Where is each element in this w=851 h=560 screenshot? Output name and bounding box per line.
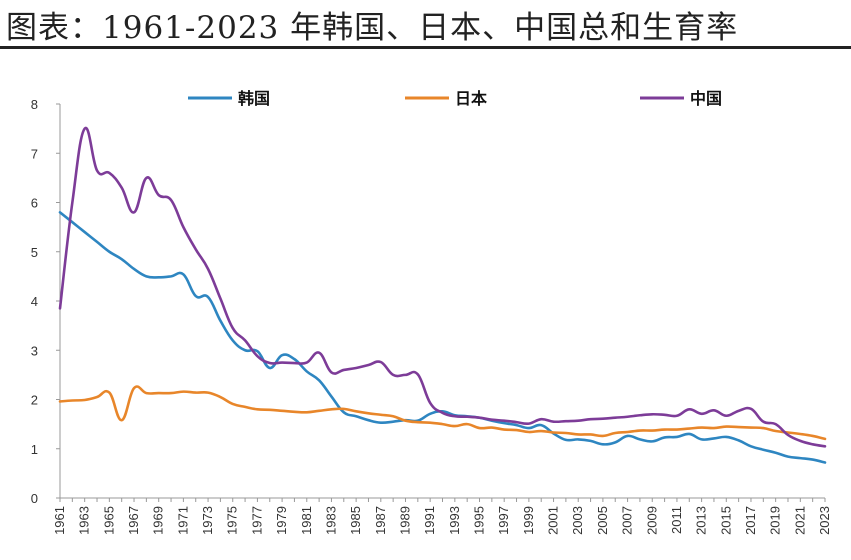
x-tick-label: 1969	[151, 506, 166, 535]
x-tick-label: 1965	[101, 506, 116, 535]
x-tick-label: 2015	[718, 506, 733, 535]
x-tick-label: 2023	[817, 506, 832, 535]
legend-label-0: 韩国	[238, 89, 270, 108]
y-tick-label: 0	[31, 491, 38, 506]
x-tick-label: 1977	[249, 506, 264, 535]
x-tick-label: 1983	[323, 506, 338, 535]
x-tick-label: 2001	[546, 506, 561, 535]
title-underline	[0, 46, 851, 49]
legend-label-2: 中国	[690, 89, 722, 108]
y-tick-label: 7	[31, 146, 38, 161]
y-tick-label: 3	[31, 343, 38, 358]
y-tick-label: 4	[31, 294, 38, 309]
x-tick-label: 1997	[496, 506, 511, 535]
x-tick-label: 2017	[743, 506, 758, 535]
x-tick-label: 1971	[175, 506, 190, 535]
y-tick-label: 8	[31, 97, 38, 112]
x-tick-label: 1975	[225, 506, 240, 535]
y-tick-label: 5	[31, 245, 38, 260]
x-tick-label: 2009	[644, 506, 659, 535]
series-line-1	[58, 385, 827, 441]
x-tick-label: 2019	[768, 506, 783, 535]
series-line-2	[58, 126, 827, 448]
x-tick-label: 1961	[52, 506, 67, 535]
x-tick-label: 1991	[422, 506, 437, 535]
x-tick-label: 1973	[200, 506, 215, 535]
x-tick-label: 1967	[126, 506, 141, 535]
x-tick-label: 2003	[570, 506, 585, 535]
x-tick-label: 1999	[521, 506, 536, 535]
x-tick-label: 2011	[669, 506, 684, 534]
x-tick-label: 2005	[595, 506, 610, 535]
x-tick-label: 1987	[373, 506, 388, 535]
x-tick-label: 1995	[472, 506, 487, 535]
x-tick-label: 1979	[274, 506, 289, 535]
x-tick-label: 2007	[620, 506, 635, 535]
y-tick-label: 2	[31, 393, 38, 408]
y-tick-label: 1	[31, 442, 38, 457]
x-tick-label: 1993	[447, 506, 462, 535]
x-tick-label: 1963	[77, 506, 92, 535]
legend-label-1: 日本	[455, 89, 487, 108]
x-tick-label: 2021	[792, 506, 807, 535]
series-line-0	[58, 211, 827, 464]
x-tick-label: 1989	[397, 506, 412, 535]
chart-title: 图表：1961-2023 年韩国、日本、中国总和生育率	[6, 10, 739, 46]
x-tick-label: 1981	[299, 506, 314, 535]
y-tick-label: 6	[31, 196, 38, 211]
x-tick-label: 2013	[694, 506, 709, 535]
x-tick-label: 1985	[348, 506, 363, 535]
